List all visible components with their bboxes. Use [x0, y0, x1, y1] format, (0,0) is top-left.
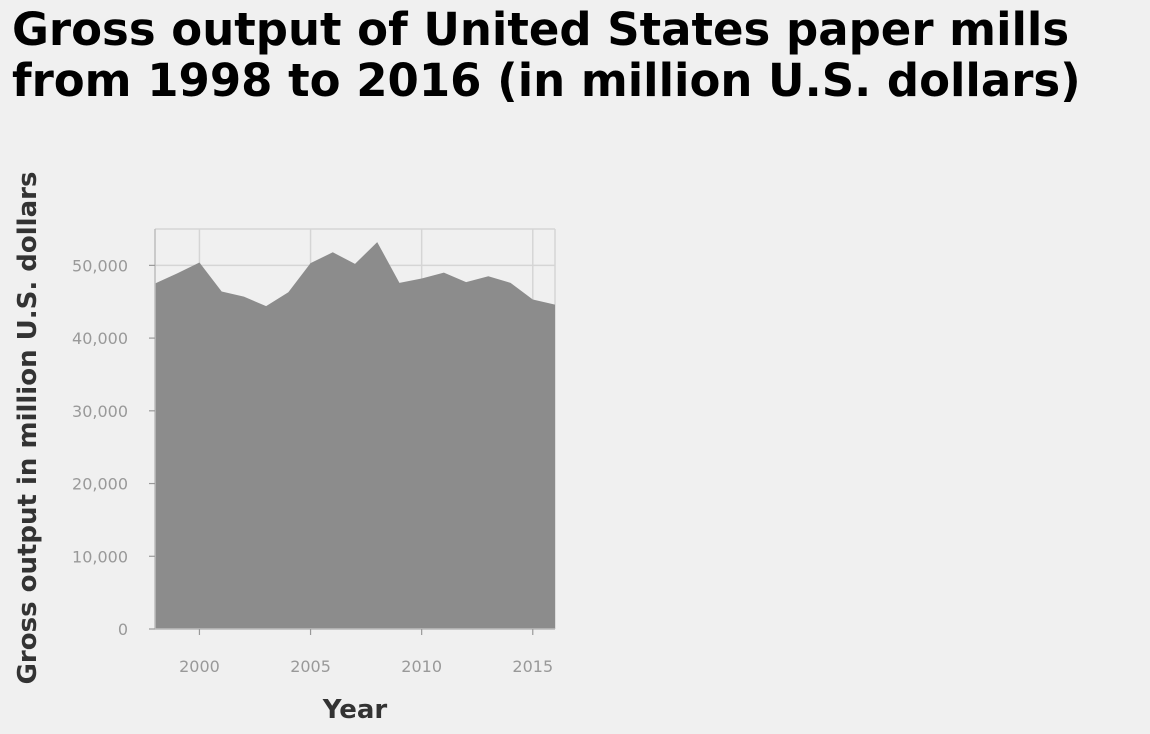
x-tick-label: 2010 — [401, 657, 442, 676]
y-axis-title: Gross output in million U.S. dollars — [13, 172, 43, 685]
axes — [149, 229, 555, 635]
y-tick-label: 40,000 — [72, 329, 128, 348]
area-layer — [155, 242, 555, 629]
x-tick-label: 2015 — [512, 657, 553, 676]
x-tick-labels: 2000 2005 2010 2015 — [179, 657, 553, 676]
y-tick-label: 30,000 — [72, 402, 128, 421]
chart-title-line-1: Gross output of United States paper mill… — [12, 3, 1070, 56]
x-tick-label: 2005 — [290, 657, 331, 676]
chart-title: Gross output of United States paper mill… — [12, 4, 1142, 106]
x-axis-title: Year — [322, 695, 388, 725]
y-tick-label: 20,000 — [72, 475, 128, 494]
x-tick-label: 2000 — [179, 657, 220, 676]
chart-title-line-2: from 1998 to 2016 (in million U.S. dolla… — [12, 54, 1081, 107]
y-tick-label: 10,000 — [72, 547, 128, 566]
y-tick-label: 0 — [118, 620, 128, 639]
area-series — [155, 242, 555, 629]
y-tick-labels: 0 10,000 20,000 30,000 40,000 50,000 — [72, 256, 128, 639]
y-tick-label: 50,000 — [72, 256, 128, 275]
